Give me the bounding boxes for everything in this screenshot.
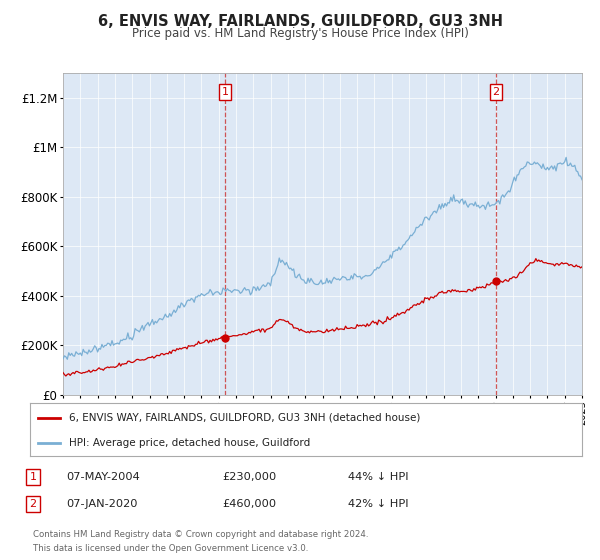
Text: 6, ENVIS WAY, FAIRLANDS, GUILDFORD, GU3 3NH: 6, ENVIS WAY, FAIRLANDS, GUILDFORD, GU3 … <box>97 14 503 29</box>
Text: 42% ↓ HPI: 42% ↓ HPI <box>348 499 409 509</box>
Text: 07-MAY-2004: 07-MAY-2004 <box>66 472 140 482</box>
Text: 07-JAN-2020: 07-JAN-2020 <box>66 499 137 509</box>
Text: 6, ENVIS WAY, FAIRLANDS, GUILDFORD, GU3 3NH (detached house): 6, ENVIS WAY, FAIRLANDS, GUILDFORD, GU3 … <box>68 413 420 423</box>
Text: £460,000: £460,000 <box>222 499 276 509</box>
Text: 1: 1 <box>221 87 229 97</box>
Text: Price paid vs. HM Land Registry's House Price Index (HPI): Price paid vs. HM Land Registry's House … <box>131 27 469 40</box>
Text: Contains HM Land Registry data © Crown copyright and database right 2024.
This d: Contains HM Land Registry data © Crown c… <box>33 530 368 553</box>
Text: 44% ↓ HPI: 44% ↓ HPI <box>348 472 409 482</box>
Text: HPI: Average price, detached house, Guildford: HPI: Average price, detached house, Guil… <box>68 438 310 448</box>
Text: 1: 1 <box>29 472 37 482</box>
Text: 2: 2 <box>493 87 500 97</box>
Text: £230,000: £230,000 <box>222 472 276 482</box>
Text: 2: 2 <box>29 499 37 509</box>
